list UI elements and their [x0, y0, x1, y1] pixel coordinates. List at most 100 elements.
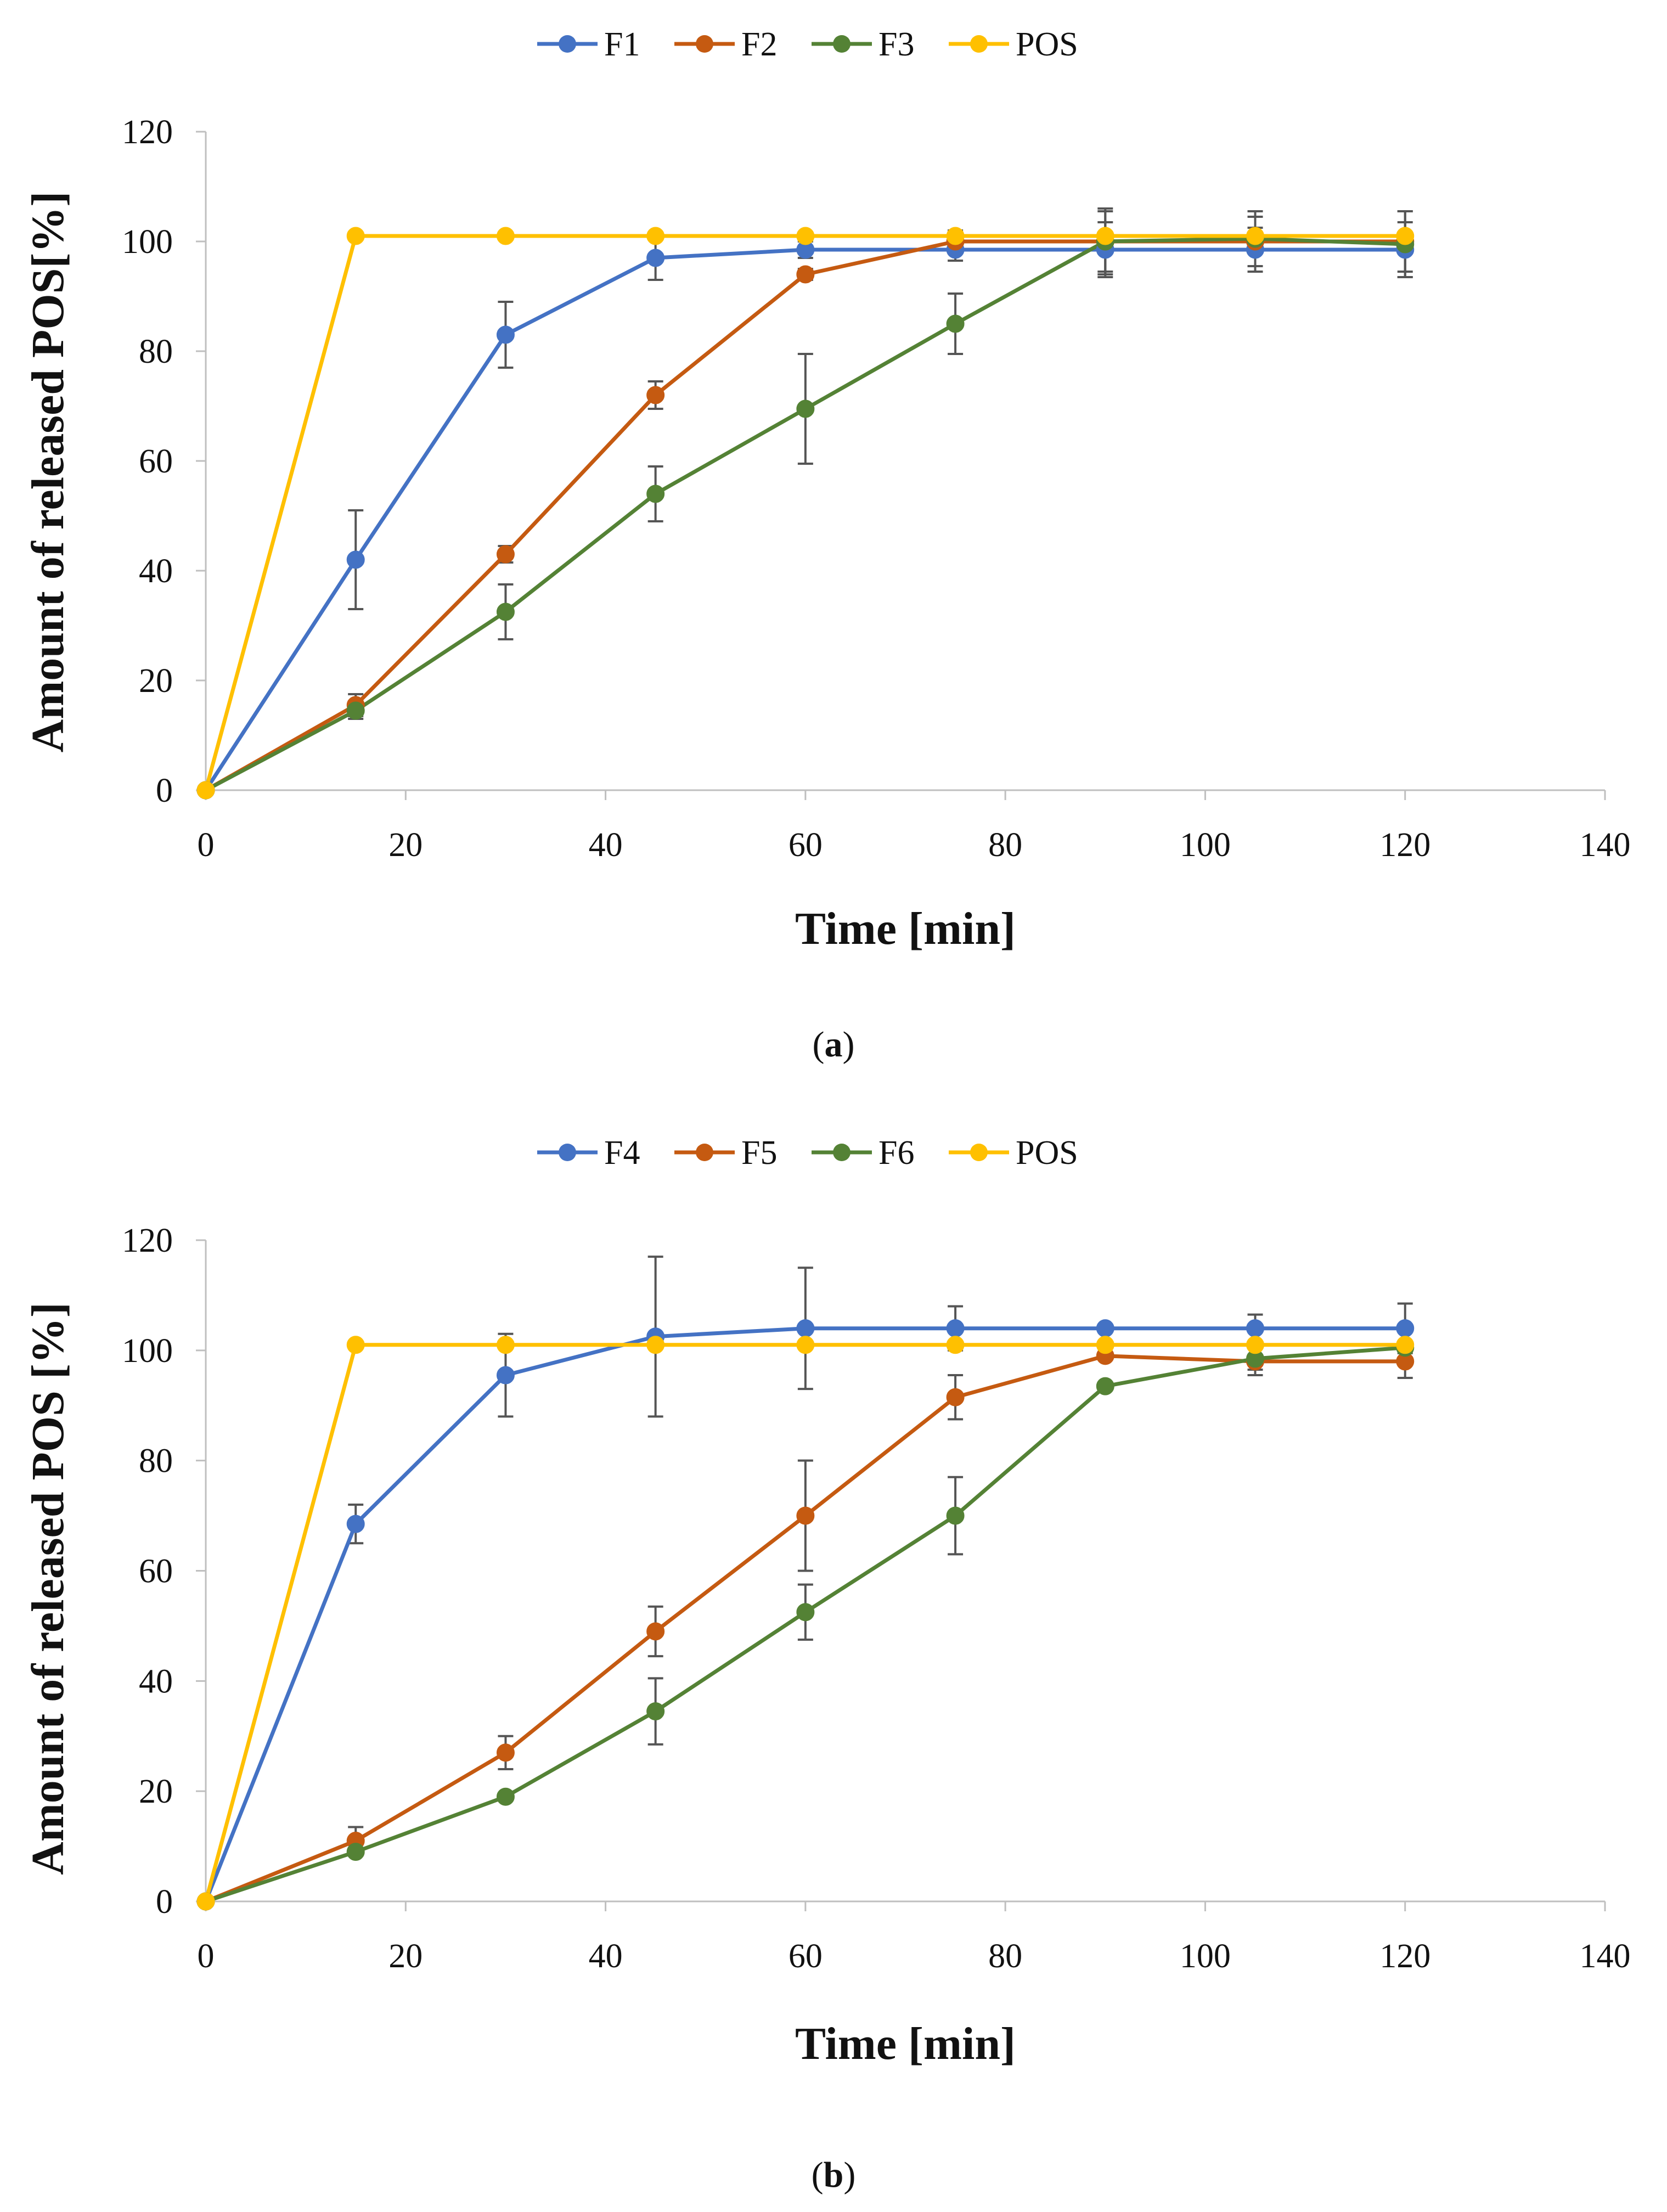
series-lines-a [204, 234, 1405, 792]
data-point-pos [946, 227, 965, 245]
data-point-pos [646, 1336, 665, 1354]
data-point-pos [796, 1336, 815, 1354]
x-tick-label: 100 [1180, 826, 1231, 864]
y-tick-label: 60 [139, 443, 173, 480]
data-point-pos [1096, 227, 1114, 245]
y-tick-label: 60 [139, 1553, 173, 1590]
y-tick-label: 80 [139, 333, 173, 370]
x-tick-label: 80 [988, 826, 1022, 864]
caption-letter: b [824, 2155, 844, 2195]
data-point-f6 [1096, 1377, 1114, 1395]
series-line-f1 [204, 247, 1405, 791]
legend-item-pos: POS [949, 26, 1078, 63]
legend-a: F1 F2 F3 POS [537, 26, 1078, 63]
x-tick-label: 40 [589, 826, 623, 864]
data-point-pos [346, 1336, 365, 1354]
legend-item-f5: F5 [674, 1134, 777, 1172]
y-tick-label: 20 [139, 1773, 173, 1810]
legend-label: POS [1016, 26, 1078, 63]
x-tick-label: 140 [1580, 1938, 1631, 1975]
legend-label: F2 [741, 26, 777, 63]
data-point-f3 [796, 399, 815, 418]
data-point-f6 [646, 1702, 665, 1721]
y-tick-label: 0 [156, 772, 173, 809]
y-tick-label: 120 [122, 1222, 173, 1259]
data-point-f6 [346, 1843, 365, 1861]
data-point-pos [496, 227, 515, 245]
x-tick-label: 120 [1379, 1938, 1431, 1975]
data-point-pos [1246, 1336, 1264, 1354]
y-tick-label: 40 [139, 553, 173, 590]
legend-marker [559, 35, 576, 53]
data-point-f5 [946, 1388, 965, 1406]
legend-label: POS [1016, 1134, 1078, 1172]
data-point-f4 [1246, 1319, 1264, 1338]
data-point-f2 [796, 265, 815, 284]
data-point-pos [196, 781, 215, 800]
x-axis-label: Time [min] [795, 903, 1016, 954]
x-tick-label: 20 [388, 1938, 423, 1975]
x-tick-label: 60 [789, 1938, 823, 1975]
x-tick-label: 140 [1580, 826, 1631, 864]
data-point-f3 [346, 701, 365, 720]
legend-label: F4 [604, 1134, 640, 1172]
data-point-pos [646, 227, 665, 245]
data-point-pos [1096, 1336, 1114, 1354]
data-point-f5 [496, 1743, 515, 1762]
legend-item-f2: F2 [674, 26, 777, 63]
data-point-f1 [346, 550, 365, 569]
x-tick-label: 60 [789, 826, 823, 864]
tick-labels-b: 0 20 40 60 80 100 120 0 20 40 60 80 100 120 140 [122, 1222, 1631, 1975]
y-tick-label: 20 [139, 662, 173, 700]
data-point-pos [1396, 1336, 1415, 1354]
y-tick-label: 80 [139, 1443, 173, 1480]
data-point-f3 [496, 603, 515, 621]
legend-b: F4 F5 F6 POS [537, 1134, 1078, 1172]
series-points-b [196, 1319, 1415, 1911]
x-tick-label: 0 [198, 1938, 215, 1975]
legend-item-f1: F1 [537, 26, 640, 63]
data-point-f1 [646, 249, 665, 267]
y-tick-label: 100 [122, 1332, 173, 1370]
legend-marker [833, 1144, 851, 1161]
data-point-pos [346, 227, 365, 245]
data-point-f6 [496, 1787, 515, 1806]
y-tick-label: 40 [139, 1663, 173, 1700]
data-point-f4 [946, 1319, 965, 1338]
data-point-pos [196, 1892, 215, 1911]
legend-marker [696, 1144, 713, 1161]
chart-panel-b: F4 F5 F6 POS 0 20 40 60 80 100 120 0 20 40 60 80 100 120… [22, 1134, 1631, 2195]
axes-a [196, 131, 1606, 800]
data-point-f4 [796, 1319, 815, 1338]
y-axis-label: Amount of released POS [%] [22, 1302, 74, 1875]
data-point-pos [1246, 227, 1264, 245]
error-bars-a [348, 207, 1413, 720]
data-point-f2 [496, 545, 515, 564]
data-point-pos [1396, 227, 1415, 245]
y-axis-label: Amount of released POS[%] [22, 192, 74, 753]
panel-caption: (b) [812, 2155, 856, 2195]
legend-marker [696, 35, 713, 53]
data-point-f4 [496, 1366, 515, 1384]
data-point-f3 [946, 314, 965, 333]
x-tick-label: 120 [1379, 826, 1431, 864]
y-tick-label: 0 [156, 1883, 173, 1921]
data-point-pos [496, 1336, 515, 1354]
legend-label: F1 [604, 26, 640, 63]
data-point-f4 [1096, 1319, 1114, 1338]
chart-panel-a: F1 F2 F3 POS 0 20 40 60 80 100 120 0 20 40 60 80 100 120… [22, 26, 1631, 1065]
legend-marker [833, 35, 851, 53]
data-point-pos [796, 227, 815, 245]
x-tick-label: 20 [388, 826, 423, 864]
legend-marker [970, 35, 988, 53]
x-tick-label: 80 [988, 1938, 1022, 1975]
data-point-pos [946, 1336, 965, 1354]
x-axis-label: Time [min] [795, 2018, 1016, 2069]
legend-item-f4: F4 [537, 1134, 640, 1172]
legend-label: F5 [741, 1134, 777, 1172]
tick-labels-a: 0 20 40 60 80 100 120 0 20 40 60 80 100 120 140 [122, 114, 1631, 864]
panel-caption: (a) [813, 1025, 855, 1065]
legend-label: F6 [878, 1134, 914, 1172]
data-point-f6 [796, 1603, 815, 1622]
